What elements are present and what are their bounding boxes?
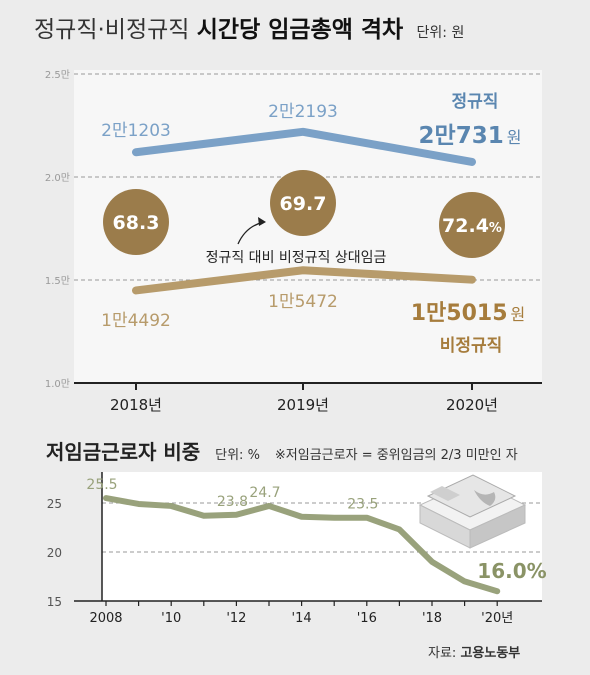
ratio-circle bbox=[270, 170, 336, 236]
low-wage-data-label: 24.7 bbox=[249, 485, 280, 501]
x-tick-label: '10 bbox=[161, 611, 181, 626]
ratio-value: 72.4% bbox=[442, 215, 502, 237]
low-wage-data-label: 23.5 bbox=[347, 497, 378, 513]
y-tick-label: 1.0만 bbox=[45, 378, 70, 390]
irregular-series-line bbox=[132, 266, 476, 295]
ratio-value: 68.3 bbox=[113, 212, 160, 234]
regular-series-name: 정규직 bbox=[452, 92, 499, 112]
chart2-note: ※저임금근로자 = 중위임금의 2/3 미만인 자 bbox=[274, 448, 518, 463]
y-tick-label: 1.5만 bbox=[45, 275, 70, 287]
chart2-title: 저임금근로자 비중 bbox=[46, 440, 201, 464]
ratio-circle bbox=[439, 192, 505, 258]
title-unit: 단위: 원 bbox=[416, 25, 465, 41]
x-tick-label: 2008 bbox=[89, 611, 122, 626]
low-wage-data-label: 23.8 bbox=[217, 494, 248, 510]
y-tick-label: 15 bbox=[47, 595, 62, 609]
ratio-annotation: 정규직 대비 비정규직 상대임금 bbox=[206, 250, 387, 266]
y-tick-label: 2.5만 bbox=[45, 69, 70, 81]
source: 자료: 고용노동부 bbox=[428, 642, 520, 661]
irregular-data-label: 1만4492 bbox=[101, 311, 171, 331]
x-tick-label: 2018년 bbox=[110, 396, 162, 414]
low-wage-data-label: 25.5 bbox=[86, 477, 117, 493]
low-wage-series-line bbox=[103, 495, 501, 595]
title-light: 정규직·비정규직 bbox=[34, 17, 190, 43]
irregular-data-label: 1만5472 bbox=[268, 292, 338, 312]
source-label: 자료: bbox=[428, 646, 457, 661]
ratio-circle bbox=[103, 189, 169, 255]
x-tick-label: '12 bbox=[226, 611, 246, 626]
regular-data-label-last: 2만731 원 bbox=[419, 123, 522, 149]
y-tick-label: 2.0만 bbox=[45, 172, 70, 184]
y-tick-label: 20 bbox=[47, 546, 62, 560]
ratio-value: 69.7 bbox=[280, 193, 327, 215]
regular-data-label: 2만1203 bbox=[101, 121, 171, 141]
low-wage-data-label-last: 16.0% bbox=[477, 559, 546, 583]
regular-series-line bbox=[132, 127, 476, 166]
x-tick-label: '16 bbox=[357, 611, 377, 626]
x-tick-label: '18 bbox=[422, 611, 442, 626]
x-tick-label: 2019년 bbox=[277, 396, 329, 414]
chart2-title-block: 저임금근로자 비중 단위: % ※저임금근로자 = 중위임금의 2/3 미만인 … bbox=[46, 436, 518, 465]
annotation-arrowhead bbox=[258, 217, 266, 226]
x-tick-label: 2020년 bbox=[446, 396, 498, 414]
x-tick-label: '20년 bbox=[481, 611, 513, 626]
source-org: 고용노동부 bbox=[460, 646, 521, 661]
irregular-data-label-last: 1만5015 원 bbox=[411, 301, 526, 326]
chart2-unit: 단위: % bbox=[215, 448, 260, 463]
regular-data-label: 2만2193 bbox=[268, 102, 338, 122]
chart1-title: 정규직·비정규직 시간당 임금총액 격차 단위: 원 bbox=[34, 10, 464, 44]
title-bold: 시간당 임금총액 격차 bbox=[196, 17, 404, 43]
x-tick-label: '14 bbox=[292, 611, 312, 626]
irregular-series-name: 비정규직 bbox=[440, 336, 503, 356]
money-stack-icon bbox=[418, 474, 527, 549]
y-tick-label: 25 bbox=[47, 497, 62, 511]
